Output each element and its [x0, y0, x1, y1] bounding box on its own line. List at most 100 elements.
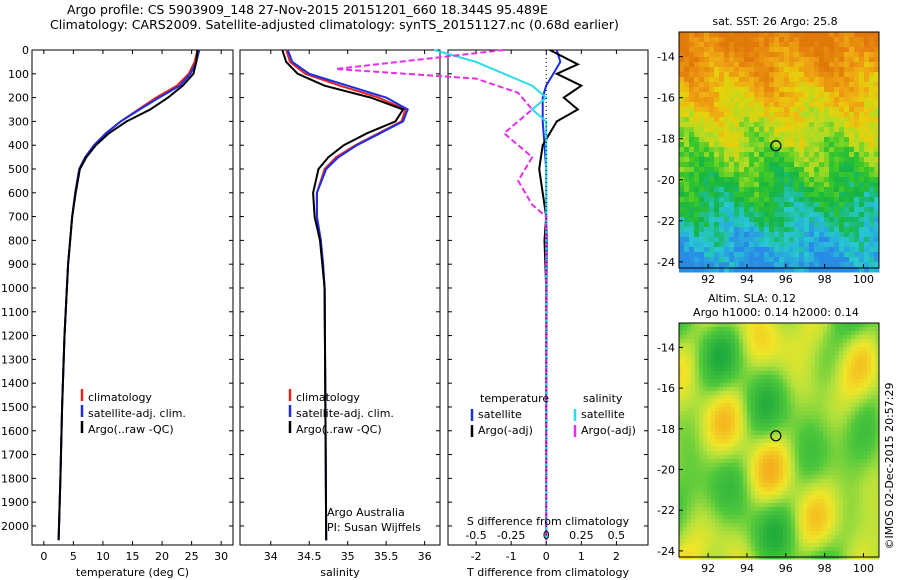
temperature-xtick-label: 10 [96, 550, 110, 563]
sla_map-frame [678, 322, 880, 558]
salinity-legend-label: satellite-adj. clim. [296, 407, 394, 420]
salinity-legend-label: climatology [296, 391, 360, 404]
salinity-xtick-label: 36 [418, 550, 432, 563]
sla_map-field [679, 323, 880, 560]
sst_map-frame [678, 31, 880, 269]
imos-timestamp: ©IMOS 02-Dec-2015 20:57:29 [883, 383, 896, 550]
sla_map-ytick-label: -22 [657, 504, 675, 517]
temperature-legend-label: climatology [88, 391, 152, 404]
sla_map-ytick-label: -20 [657, 464, 675, 477]
sla_map-xtick-label: 96 [779, 562, 793, 575]
salinity-legend-label: Argo(..raw -QC) [296, 423, 382, 436]
salinity-xtick-label: 34 [264, 550, 278, 563]
depth-tick-label: 2000 [1, 520, 29, 533]
sst_map-ytick-label: -22 [657, 215, 675, 228]
sla_map-ytick-label: -24 [657, 545, 675, 558]
sla_map-ytick-label: -16 [657, 382, 675, 395]
salinity-xtick-label: 35.5 [374, 550, 399, 563]
difference-plot-frame [447, 49, 649, 546]
sst-map-title: sat. SST: 26 Argo: 25.8 [712, 15, 837, 28]
difference-xtick-label: 2 [613, 550, 620, 563]
depth-tick-label: 1700 [1, 449, 29, 462]
title-line-2: Climatology: CARS2009. Satellite-adjuste… [50, 17, 619, 32]
legend-salinity-title: salinity [583, 392, 623, 405]
sla_map-xtick-label: 92 [701, 562, 715, 575]
salinity-diff-tick: 0.25 [569, 529, 594, 542]
sst_map-field [679, 32, 880, 273]
sst_map-ytick-label: -18 [657, 133, 675, 146]
depth-tick-label: 700 [8, 211, 29, 224]
legend-temperature-label: satellite [478, 408, 522, 421]
temperature-xtick-label: 5 [70, 550, 77, 563]
depth-tick-label: 400 [8, 139, 29, 152]
salinity-xtick-label: 34.5 [297, 550, 322, 563]
depth-tick-label: 1600 [1, 425, 29, 438]
sla_map-ytick-label: -18 [657, 423, 675, 436]
sst_map-xtick-label: 98 [818, 273, 832, 286]
depth-tick-label: 1100 [1, 306, 29, 319]
temperature-plot-frame [31, 49, 234, 546]
depth-tick-label: 1800 [1, 472, 29, 485]
difference-top-label: S difference from climatology [467, 515, 630, 528]
sla_map-argo-marker [770, 430, 782, 442]
sst_map-xtick-label: 92 [701, 273, 715, 286]
depth-tick-label: 600 [8, 187, 29, 200]
salinity-xlabel: salinity [320, 566, 360, 579]
sla_map-xtick-label: 100 [853, 562, 874, 575]
legend-salinity-label: satellite [581, 408, 625, 421]
temperature-xtick-label: 15 [126, 550, 140, 563]
difference-xtick-label: -1 [506, 550, 517, 563]
depth-tick-label: 100 [8, 68, 29, 81]
depth-tick-label: 800 [8, 234, 29, 247]
depth-tick-label: 500 [8, 163, 29, 176]
sst_map-xtick-label: 94 [740, 273, 754, 286]
temperature-legend-label: satellite-adj. clim. [88, 407, 186, 420]
difference-xtick-label: 1 [578, 550, 585, 563]
legend-temperature-label: Argo(-adj) [478, 424, 533, 437]
sla-map-title-2: Argo h1000: 0.14 h2000: 0.14 [693, 306, 859, 319]
difference-xlabel: T difference from climatology [466, 566, 629, 579]
depth-tick-label: 1000 [1, 282, 29, 295]
temperature-xtick-label: 20 [155, 550, 169, 563]
temperature-series-argo-raw-qc- [57, 49, 199, 541]
depth-tick-label: 1500 [1, 401, 29, 414]
temperature-xlabel: temperature (deg C) [76, 566, 189, 579]
sst_map-ytick-label: -16 [657, 92, 675, 105]
title-line-1: Argo profile: CS 5903909_148 27-Nov-2015… [67, 2, 548, 17]
difference-xtick-label: 0 [543, 550, 550, 563]
sst_map-ytick-label: -24 [657, 256, 675, 269]
depth-tick-label: 1200 [1, 330, 29, 343]
sst_map-xtick-label: 96 [779, 273, 793, 286]
difference-xtick-label: -2 [471, 550, 482, 563]
depth-tick-label: 200 [8, 92, 29, 105]
salinity-diff-tick: -0.25 [497, 529, 525, 542]
legend-salinity-label: Argo(-adj) [581, 424, 636, 437]
depth-tick-label: 300 [8, 115, 29, 128]
salinity-xtick-label: 35 [341, 550, 355, 563]
depth-tick-label: 0 [22, 44, 29, 57]
credit-line-2: PI: Susan Wijffels [327, 521, 421, 534]
sla_map-xtick-label: 94 [740, 562, 754, 575]
difference-series-s-argo-adj- [335, 49, 548, 541]
depth-tick-label: 900 [8, 258, 29, 271]
sst_map-xtick-label: 100 [853, 273, 874, 286]
sst_map-ytick-label: -20 [657, 174, 675, 187]
sla-map-title-1: Altim. SLA: 0.12 [708, 292, 796, 305]
depth-tick-label: 1400 [1, 377, 29, 390]
sst_map-ytick-label: -14 [657, 51, 675, 64]
salinity-diff-tick: 0 [543, 529, 550, 542]
temperature-xtick-label: 0 [40, 550, 47, 563]
depth-tick-label: 1300 [1, 353, 29, 366]
depth-tick-label: 1900 [1, 496, 29, 509]
credit-line-1: Argo Australia [327, 506, 405, 519]
salinity-series-argo-raw-qc- [281, 49, 405, 541]
salinity-plot-frame [239, 49, 441, 546]
salinity-diff-tick: 0.5 [608, 529, 626, 542]
sla_map-xtick-label: 98 [818, 562, 832, 575]
legend-temperature-title: temperature [480, 392, 549, 405]
temperature-legend-label: Argo(..raw -QC) [88, 423, 174, 436]
temperature-xtick-label: 30 [214, 550, 228, 563]
salinity-diff-tick: -0.5 [465, 529, 486, 542]
temperature-xtick-label: 25 [185, 550, 199, 563]
